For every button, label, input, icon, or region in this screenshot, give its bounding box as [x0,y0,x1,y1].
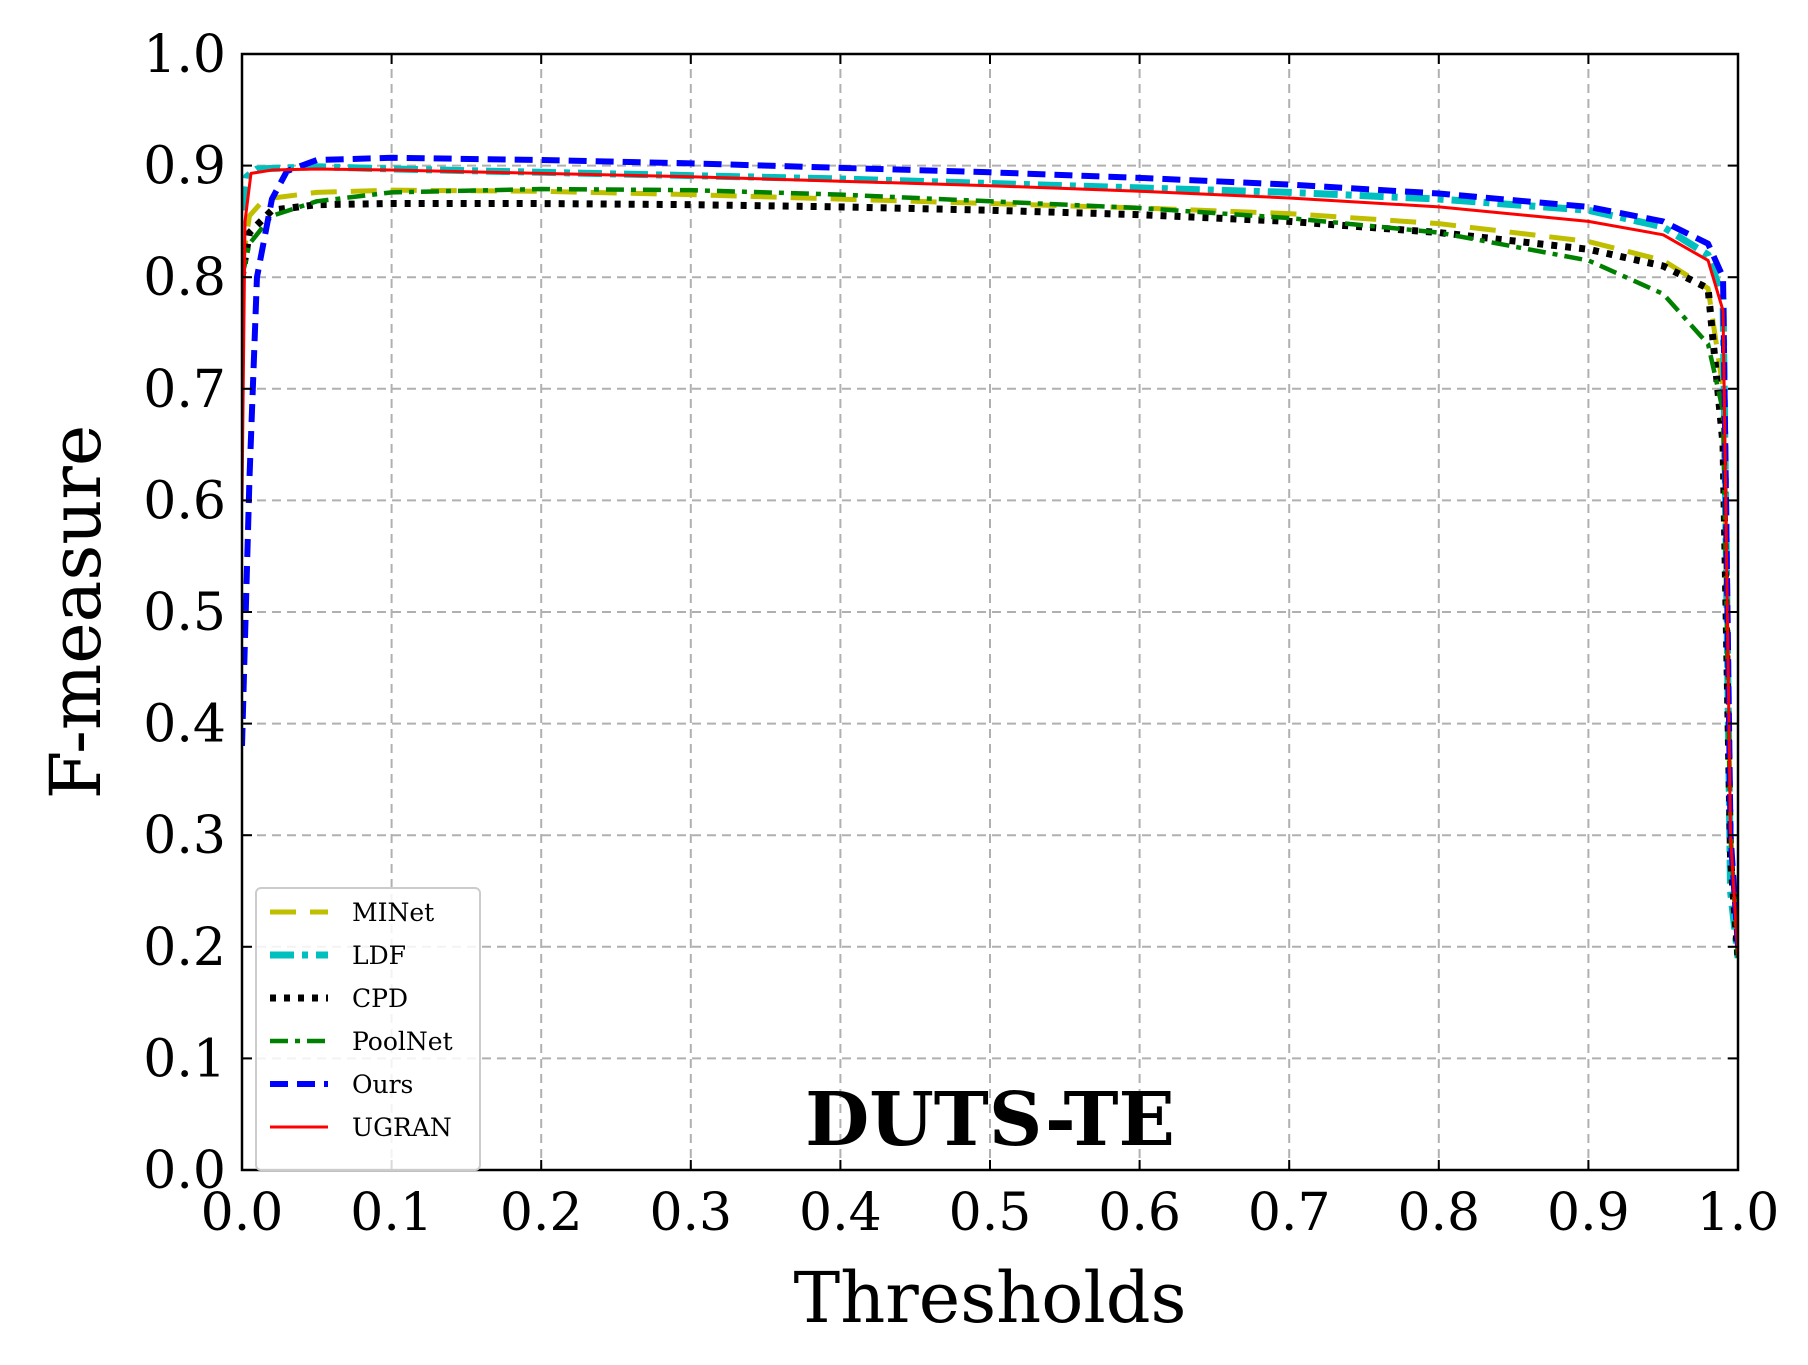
x-tick-label: 0.7 [1248,1183,1331,1243]
x-axis-label: Thresholds [794,1257,1187,1339]
dataset-annotation: DUTS-TE [805,1077,1175,1163]
series-line-ours [242,154,1738,948]
series-line-ugran [242,167,1738,959]
legend-label-cpd: CPD [352,984,408,1013]
x-tick-label: 0.8 [1397,1183,1480,1243]
y-tick-label: 0.1 [143,1029,226,1089]
legend: MINet LDF CPD PoolNet Ours UGRAN [255,887,481,1171]
y-tick-label: 0.3 [143,806,226,866]
legend-label-poolnet: PoolNet [352,1027,453,1056]
x-tick-labels: 0.0 0.1 0.2 0.3 0.4 0.5 0.6 0.7 0.8 0.9 1.0 [201,1183,1780,1243]
legend-label-minet: MINet [352,898,434,927]
x-tick-label: 1.0 [1697,1183,1780,1243]
x-tick-label: 0.0 [201,1183,284,1243]
x-tick-label: 0.2 [500,1183,583,1243]
x-tick-label: 0.5 [949,1183,1032,1243]
series-line-poolnet [242,186,1738,959]
y-tick-label: 0.2 [143,918,226,978]
series-line-ldf [242,163,1738,959]
y-tick-label: 0.7 [143,360,226,420]
legend-label-ours: Ours [352,1070,413,1099]
y-tick-label: 0.5 [143,583,226,643]
x-tick-label: 0.3 [649,1183,732,1243]
legend-label-ldf: LDF [352,941,406,970]
y-tick-label: 0.9 [143,137,226,197]
series-line-cpd [242,200,1738,959]
y-tick-label: 0.6 [143,471,226,531]
x-tick-label: 0.1 [350,1183,433,1243]
grid [242,54,1738,1170]
x-tick-label: 0.6 [1098,1183,1181,1243]
y-tick-label: 0.0 [143,1141,226,1201]
series-layer [242,154,1738,959]
y-axis-label: F-measure [35,425,117,800]
y-tick-labels: 0.0 0.1 0.2 0.3 0.4 0.5 0.6 0.7 0.8 0.9 1.0 [143,25,226,1201]
legend-box [255,887,481,1171]
y-tick-label: 0.4 [143,695,226,755]
y-tick-label: 1.0 [143,25,226,85]
y-tick-label: 0.8 [143,248,226,308]
x-tick-label: 0.4 [799,1183,882,1243]
legend-label-ugran: UGRAN [352,1113,452,1142]
axis-ticks [241,53,1739,1171]
x-tick-label: 0.9 [1547,1183,1630,1243]
